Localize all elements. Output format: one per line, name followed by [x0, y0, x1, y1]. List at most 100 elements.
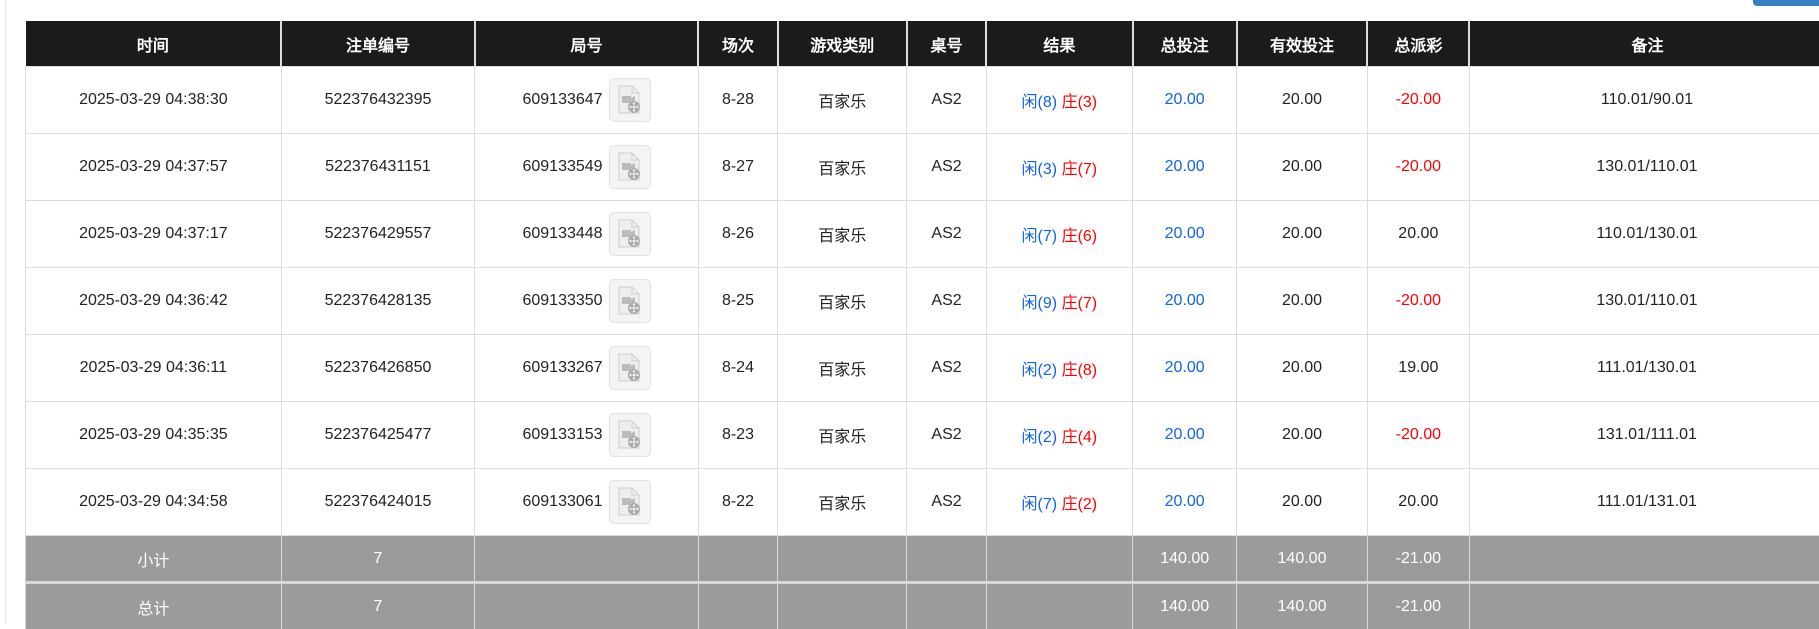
cell-shoe: 8-22 — [698, 469, 777, 536]
column-header-round[interactable]: 局号 — [475, 21, 699, 67]
cell-table-no: AS2 — [907, 402, 986, 469]
cell-round: 609133448 — [475, 201, 699, 268]
column-header-result[interactable]: 结果 — [986, 21, 1132, 67]
banker-result: 庄(4) — [1062, 429, 1098, 446]
subtotal-valid-bet: 140.00 — [1237, 536, 1367, 583]
player-result: 闲(2) — [1022, 429, 1058, 446]
video-file-icon[interactable] — [609, 413, 651, 457]
cell-game-type: 百家乐 — [778, 268, 907, 335]
column-header-shoe[interactable]: 场次 — [698, 21, 777, 67]
video-file-icon[interactable] — [609, 145, 651, 189]
empty-cell — [907, 583, 986, 629]
cell-game-type: 百家乐 — [778, 201, 907, 268]
cell-game-type: 百家乐 — [778, 469, 907, 536]
player-result: 闲(8) — [1022, 94, 1058, 111]
cell-round: 609133549 — [475, 134, 699, 201]
player-result: 闲(7) — [1022, 228, 1058, 245]
cell-table-no: AS2 — [907, 67, 986, 134]
cell-bet-id: 522376431151 — [281, 134, 475, 201]
cell-payout: 19.00 — [1367, 335, 1469, 402]
round-number: 609133647 — [522, 91, 602, 108]
cell-bet-id: 522376429557 — [281, 201, 475, 268]
cell-shoe: 8-24 — [698, 335, 777, 402]
cell-valid-bet: 20.00 — [1237, 201, 1367, 268]
cell-total-bet: 20.00 — [1133, 268, 1237, 335]
bet-records-table: 时间注单编号局号场次游戏类别桌号结果总投注有效投注总派彩备注 2025-03-2… — [25, 21, 1819, 629]
round-number: 609133549 — [522, 158, 602, 175]
cell-total-bet: 20.00 — [1133, 67, 1237, 134]
column-header-table-no[interactable]: 桌号 — [907, 21, 986, 67]
cell-note: 111.01/131.01 — [1469, 469, 1819, 536]
top-right-button[interactable] — [1753, 0, 1819, 6]
banker-result: 庄(2) — [1062, 496, 1098, 513]
table-row: 2025-03-29 04:38:30 522376432395 6091336… — [26, 67, 1819, 134]
cell-shoe: 8-28 — [698, 67, 777, 134]
empty-cell — [1469, 583, 1819, 629]
total-row: 总计 7 140.00 140.00 -21.00 — [26, 583, 1819, 629]
subtotal-count: 7 — [281, 536, 475, 583]
table-row: 2025-03-29 04:34:58 522376424015 6091330… — [26, 469, 1819, 536]
cell-shoe: 8-26 — [698, 201, 777, 268]
cell-note: 110.01/90.01 — [1469, 67, 1819, 134]
video-file-icon[interactable] — [609, 212, 651, 256]
video-file-icon[interactable] — [609, 346, 651, 390]
cell-time: 2025-03-29 04:37:57 — [26, 134, 282, 201]
round-number: 609133153 — [522, 426, 602, 443]
empty-cell — [778, 583, 907, 629]
cell-table-no: AS2 — [907, 134, 986, 201]
video-file-icon[interactable] — [609, 279, 651, 323]
player-result: 闲(7) — [1022, 496, 1058, 513]
cell-total-bet: 20.00 — [1133, 201, 1237, 268]
cell-note: 131.01/111.01 — [1469, 402, 1819, 469]
subtotal-total-bet: 140.00 — [1133, 536, 1237, 583]
cell-valid-bet: 20.00 — [1237, 268, 1367, 335]
total-label: 总计 — [26, 583, 282, 629]
banker-result: 庄(8) — [1062, 362, 1098, 379]
player-result: 闲(9) — [1022, 295, 1058, 312]
player-result: 闲(3) — [1022, 161, 1058, 178]
column-header-valid-bet[interactable]: 有效投注 — [1237, 21, 1367, 67]
cell-note: 111.01/130.01 — [1469, 335, 1819, 402]
subtotal-label: 小计 — [26, 536, 282, 583]
empty-cell — [986, 583, 1132, 629]
cell-note: 110.01/130.01 — [1469, 201, 1819, 268]
cell-shoe: 8-25 — [698, 268, 777, 335]
cell-valid-bet: 20.00 — [1237, 469, 1367, 536]
subtotal-row: 小计 7 140.00 140.00 -21.00 — [26, 536, 1819, 583]
column-header-note[interactable]: 备注 — [1469, 21, 1819, 67]
cell-bet-id: 522376432395 — [281, 67, 475, 134]
subtotal-payout: -21.00 — [1367, 536, 1469, 583]
cell-valid-bet: 20.00 — [1237, 335, 1367, 402]
column-header-payout[interactable]: 总派彩 — [1367, 21, 1469, 67]
empty-cell — [907, 536, 986, 583]
column-header-bet-id[interactable]: 注单编号 — [281, 21, 475, 67]
empty-cell — [475, 583, 699, 629]
cell-bet-id: 522376428135 — [281, 268, 475, 335]
banker-result: 庄(7) — [1062, 161, 1098, 178]
video-file-icon[interactable] — [609, 480, 651, 524]
cell-result: 闲(3) 庄(7) — [986, 134, 1132, 201]
banker-result: 庄(7) — [1062, 295, 1098, 312]
table-row: 2025-03-29 04:36:42 522376428135 6091333… — [26, 268, 1819, 335]
banker-result: 庄(6) — [1062, 228, 1098, 245]
cell-result: 闲(7) 庄(6) — [986, 201, 1132, 268]
round-number: 609133061 — [522, 493, 602, 510]
cell-time: 2025-03-29 04:36:42 — [26, 268, 282, 335]
total-valid-bet: 140.00 — [1237, 583, 1367, 629]
table-row: 2025-03-29 04:37:17 522376429557 6091334… — [26, 201, 1819, 268]
cell-game-type: 百家乐 — [778, 134, 907, 201]
cell-round: 609133061 — [475, 469, 699, 536]
column-header-total-bet[interactable]: 总投注 — [1133, 21, 1237, 67]
video-file-icon[interactable] — [609, 78, 651, 122]
cell-time: 2025-03-29 04:36:11 — [26, 335, 282, 402]
cell-shoe: 8-23 — [698, 402, 777, 469]
player-result: 闲(2) — [1022, 362, 1058, 379]
cell-payout: 20.00 — [1367, 469, 1469, 536]
cell-note: 130.01/110.01 — [1469, 268, 1819, 335]
cell-round: 609133267 — [475, 335, 699, 402]
column-header-game-type[interactable]: 游戏类别 — [778, 21, 907, 67]
total-payout: -21.00 — [1367, 583, 1469, 629]
cell-bet-id: 522376425477 — [281, 402, 475, 469]
column-header-time[interactable]: 时间 — [26, 21, 282, 67]
empty-cell — [698, 583, 777, 629]
